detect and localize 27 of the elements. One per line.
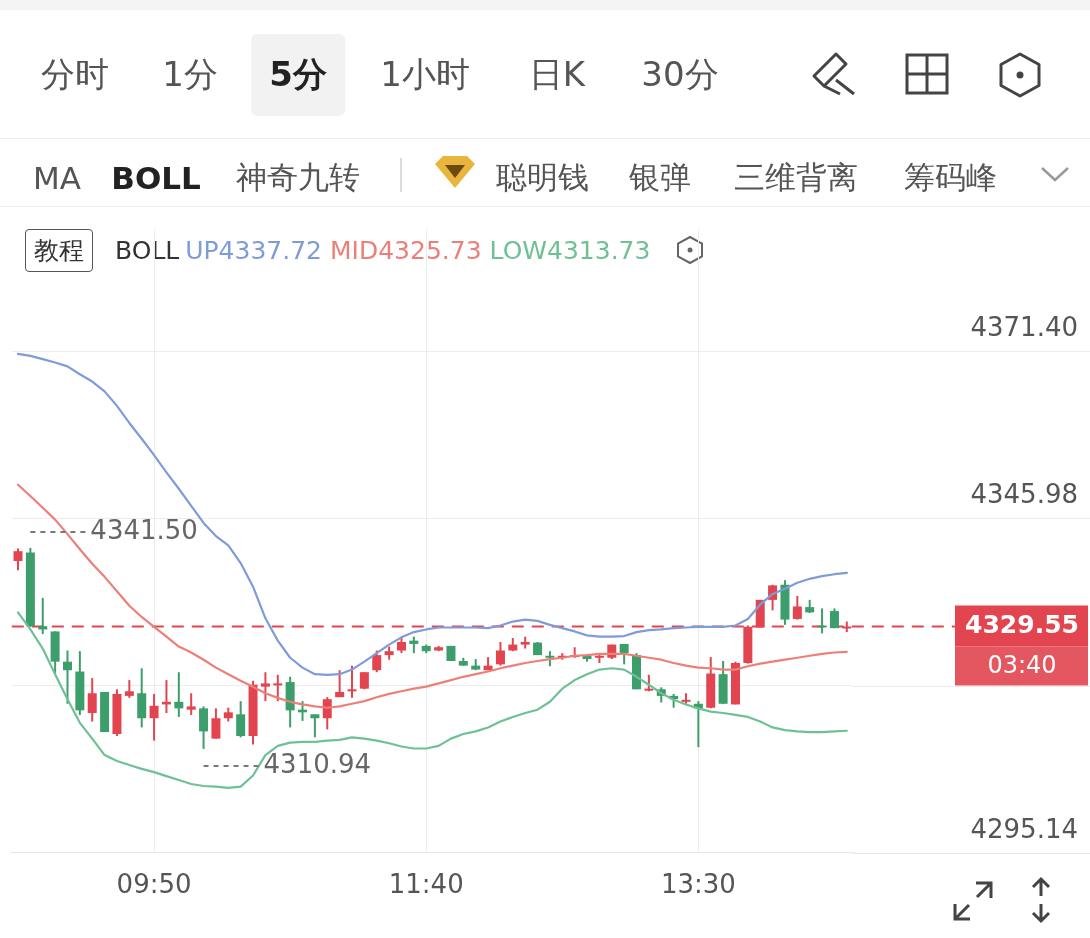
- y-tick-label: 4371.40: [970, 312, 1078, 343]
- text: 聪明钱: [495, 158, 589, 197]
- annotation: 4341.50: [90, 514, 198, 545]
- ref-line-label: 4329.55: [965, 610, 1079, 639]
- text: 银弹: [629, 158, 691, 197]
- y-tick-label: 4295.14: [970, 813, 1078, 844]
- text: 1小时: [380, 53, 470, 96]
- text: MA: [33, 160, 81, 196]
- text: 日K: [528, 53, 586, 96]
- x-tick-label: 13:30: [660, 869, 736, 900]
- x-tick-label: 11:40: [388, 869, 464, 900]
- text: 筹码峰: [903, 158, 997, 197]
- text: MID4325.73: [330, 235, 482, 265]
- annotation: 教程: [25, 228, 93, 272]
- text: UP4337.72: [185, 235, 323, 265]
- text: BOLL: [111, 160, 201, 196]
- text: 神奇九转: [236, 158, 360, 197]
- text: 三维背离: [734, 158, 858, 197]
- text: LOW4313.73: [489, 235, 651, 265]
- text: 1分: [162, 53, 218, 96]
- x-tick-label: 09:50: [116, 869, 192, 900]
- y-tick-label: 4345.98: [970, 479, 1078, 510]
- text: 5分: [251, 34, 345, 116]
- text: 03:40: [987, 650, 1057, 679]
- text: 30分: [641, 53, 719, 96]
- annotation: 4310.94: [263, 748, 372, 779]
- text: 分时: [41, 53, 109, 96]
